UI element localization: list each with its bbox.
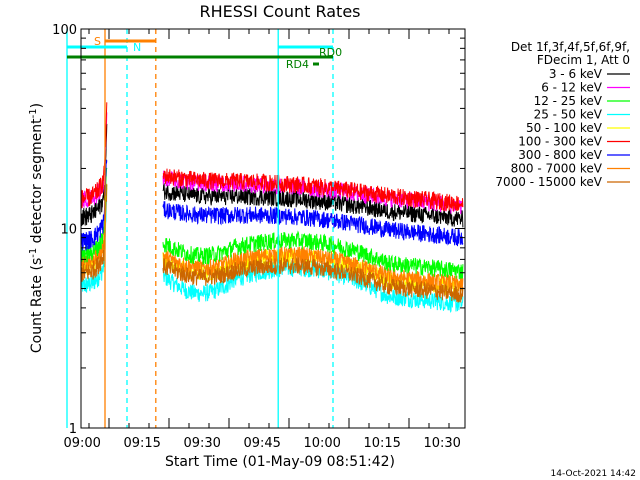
- y-title-close: ): [29, 103, 45, 108]
- x-axis: 09:00 09:15 09:30 09:45 10:00 10:15 10:30: [63, 29, 461, 451]
- x-axis-title: Start Time (01-May-09 08:51:42): [165, 454, 395, 470]
- legend-header-line-1: Det 1f,3f,4f,5f,6f,9f,: [511, 40, 630, 54]
- series-group: [80, 102, 464, 313]
- y-axis: 1 10 100: [52, 23, 465, 437]
- series-line-pre: [80, 199, 108, 293]
- x-tick-label: 09:00: [63, 436, 100, 451]
- series-line-post: [162, 256, 464, 303]
- legend-label: 6 - 12 keV: [541, 81, 603, 95]
- series-line-post: [162, 183, 464, 228]
- flag-bars: S N RD0 RD4: [67, 35, 342, 71]
- flag-bar-label: S: [94, 35, 101, 48]
- legend: Det 1f,3f,4f,5f,6f,9f, FDecim 1, Att 0 3…: [495, 40, 630, 189]
- x-tick-label: 09:15: [123, 436, 160, 451]
- y-title-sup: -1: [28, 248, 39, 258]
- legend-label: 100 - 300 keV: [518, 135, 602, 149]
- x-tick-label: 10:00: [303, 436, 340, 451]
- chart-title: RHESSI Count Rates: [200, 2, 361, 21]
- series-line-post: [162, 201, 464, 247]
- legend-header-line-2: FDecim 1, Att 0: [537, 53, 630, 67]
- legend-label: 800 - 7000 keV: [511, 162, 603, 176]
- series-line-post: [162, 259, 464, 313]
- x-tick-label: 09:45: [243, 436, 280, 451]
- x-tick-label: 10:15: [363, 436, 400, 451]
- legend-label: 300 - 800 keV: [518, 148, 602, 162]
- series-line-post: [162, 168, 464, 212]
- y-title-main: Count Rate (s: [29, 258, 45, 353]
- series-line-pre: [80, 167, 108, 263]
- flag-bar-label: RD4: [286, 58, 309, 71]
- series-line-post: [162, 230, 464, 280]
- series-line-pre: [80, 102, 108, 209]
- series-line-pre: [80, 159, 108, 251]
- y-title-rest: detector segment: [29, 118, 45, 248]
- legend-label: 7000 - 15000 keV: [495, 175, 602, 189]
- y-tick-label: 1: [69, 422, 77, 437]
- timestamp: 14-Oct-2021 14:42: [551, 469, 636, 479]
- y-title-sup2: -1: [28, 108, 39, 118]
- x-tick-label: 09:30: [183, 436, 220, 451]
- y-tick-label: 10: [60, 223, 77, 238]
- flag-bar-label: RD0: [319, 46, 342, 59]
- y-axis-title: Count Rate (s-1 detector segment-1): [28, 103, 45, 353]
- x-tick-label: 10:30: [423, 436, 460, 451]
- legend-label: 50 - 100 keV: [526, 121, 603, 135]
- flag-bar-label: N: [133, 41, 141, 54]
- series-line-pre: [80, 123, 108, 227]
- vertical-markers: [66, 29, 334, 428]
- y-tick-label: 100: [52, 23, 77, 38]
- series-line-pre: [80, 184, 108, 282]
- legend-label: 25 - 50 keV: [534, 108, 603, 122]
- legend-label: 12 - 25 keV: [534, 94, 603, 108]
- legend-label: 3 - 6 keV: [549, 67, 603, 81]
